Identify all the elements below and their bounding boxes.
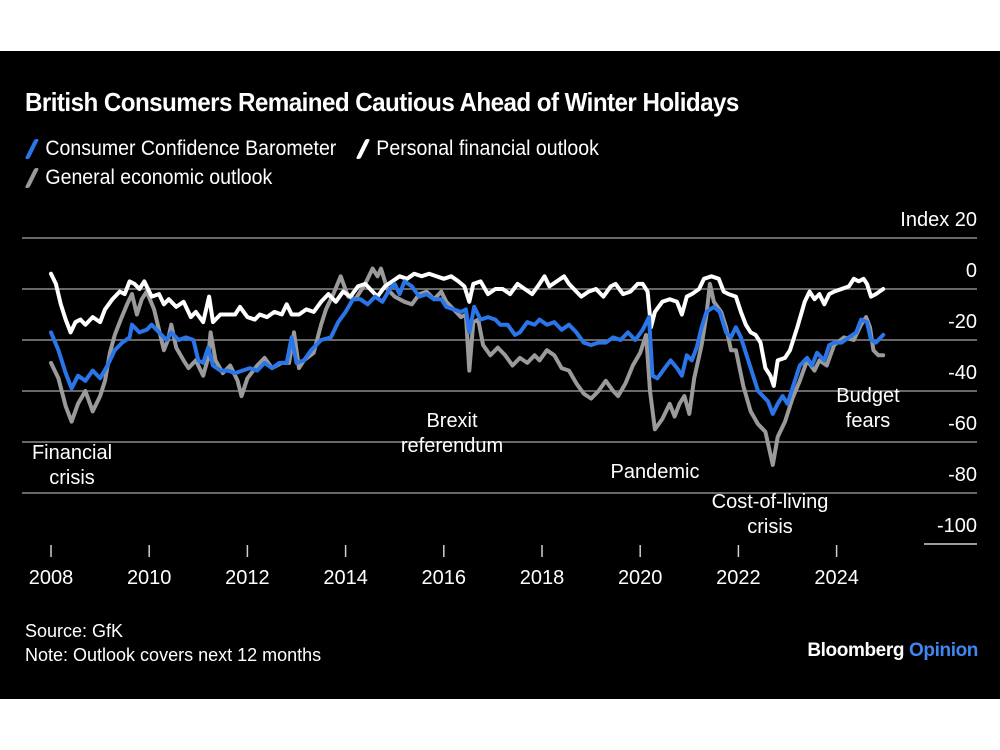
annotation-text: Cost-of-living: [712, 491, 829, 513]
y-tick-label: Index 20: [900, 209, 977, 231]
x-tick-label: 2010: [127, 567, 172, 589]
annotation-text: Brexit: [426, 410, 478, 432]
y-tick-label: -60: [948, 413, 977, 435]
x-tick-label: 2020: [618, 567, 663, 589]
y-tick-label: 0: [966, 260, 977, 282]
brand-secondary: Opinion: [909, 640, 978, 661]
brand-primary: Bloomberg: [807, 640, 905, 661]
brand-logo: Bloomberg Opinion: [807, 640, 978, 662]
x-tick-label: 2022: [716, 567, 761, 589]
annotation: Financial crisis: [32, 442, 112, 489]
x-tick-label: 2012: [225, 567, 270, 589]
footnote: Note: Outlook covers next 12 months: [25, 645, 322, 665]
annotations: Financial crisis Brexit referendum Pandemic C…: [32, 385, 900, 538]
legend-label: Consumer Confidence Barometer: [45, 137, 337, 160]
gridlines: [22, 237, 977, 545]
annotation: Brexit referendum: [401, 410, 503, 457]
x-axis: 2008 2010 2012 2014 2016 2018 2020 2022 2024: [29, 545, 859, 589]
x-tick-label: 2014: [323, 567, 368, 589]
legend-item-general-economic: General economic outlook: [24, 166, 272, 190]
y-tick-label: -100: [937, 515, 977, 537]
annotation-text: fears: [846, 410, 890, 432]
annotation-text: Budget: [836, 385, 900, 407]
legend-row-2: General economic outlook: [24, 166, 291, 190]
annotation-text: referendum: [401, 435, 503, 457]
y-tick-label: -40: [948, 362, 977, 384]
annotation-text: crisis: [49, 467, 95, 489]
x-tick-label: 2024: [814, 567, 859, 589]
x-tick-label: 2018: [520, 567, 565, 589]
chart-panel: [0, 51, 1000, 699]
x-tick-label: 2016: [422, 567, 467, 589]
annotation-text: Financial: [32, 442, 112, 464]
legend: Consumer Confidence Barometer Personal f…: [24, 137, 617, 161]
x-tick-label: 2008: [29, 567, 74, 589]
source-note: Source: GfK: [25, 621, 124, 641]
annotation: Pandemic: [611, 461, 700, 483]
chart-title: British Consumers Remained Cautious Ahea…: [25, 87, 739, 117]
y-tick-label: -80: [948, 464, 977, 486]
series-lines: [49, 266, 886, 467]
annotation-text: crisis: [747, 516, 793, 538]
legend-item-personal-financial: Personal financial outlook: [355, 137, 599, 161]
legend-label: Personal financial outlook: [376, 137, 599, 160]
legend-label: General economic outlook: [45, 166, 273, 189]
annotation: Cost-of-living crisis: [712, 491, 829, 538]
y-tick-label: -20: [948, 311, 977, 333]
annotation-text: Pandemic: [611, 461, 700, 483]
series-line-consumer-confidence-barometer: [49, 279, 886, 416]
y-axis-labels: Index 20 0 -20 -40 -60 -80 -100: [900, 209, 977, 537]
legend-item-consumer-confidence: Consumer Confidence Barometer: [24, 137, 336, 161]
annotation: Budget fears: [836, 385, 900, 432]
series-line-general-economic-outlook: [49, 266, 886, 467]
series-line-personal-financial-outlook: [49, 271, 886, 388]
